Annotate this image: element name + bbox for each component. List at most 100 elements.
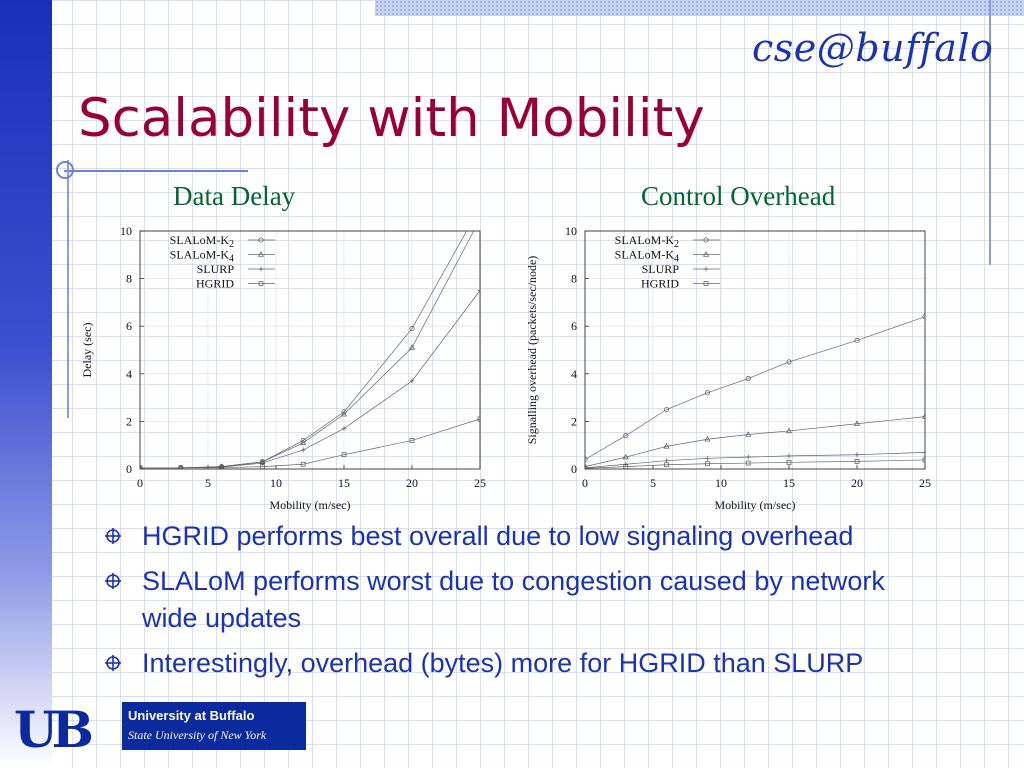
university-logo: UB University at Buffalo State Universit…: [14, 698, 314, 759]
data-point: [622, 453, 629, 460]
y-axis-label: Signalling overhead (packets/sec/node): [525, 256, 539, 445]
y-tick-label: 10: [120, 224, 132, 238]
x-tick-label: 15: [783, 476, 795, 490]
legend-label: SLALoM-K4: [170, 248, 234, 265]
left-accent-bar: [0, 0, 52, 768]
legend-marker: [703, 237, 709, 243]
data-point: [585, 456, 588, 463]
legend-marker: [703, 266, 709, 272]
title-underline: [64, 170, 248, 172]
data-point: [922, 457, 925, 463]
legend-label: SLURP: [197, 262, 235, 276]
legend-marker: [703, 251, 709, 257]
data-point: [585, 465, 588, 469]
plot-frame: [584, 230, 926, 470]
data-point: [854, 337, 860, 344]
bullet-item: HGRID performs best overall due to low s…: [100, 518, 900, 555]
data-point: [477, 416, 480, 422]
cse-buffalo-logo: cse@buffalo: [752, 26, 994, 70]
legend-marker: [258, 266, 264, 272]
x-tick-label: 5: [205, 476, 211, 490]
data-point: [745, 431, 752, 437]
data-point: [745, 460, 751, 466]
data-point: [623, 433, 629, 439]
data-point: [854, 420, 860, 426]
y-tick-label: 2: [571, 414, 577, 428]
series-line-hgrid: [585, 459, 925, 469]
bullet-text: SLALoM performs worst due to congestion …: [142, 566, 885, 633]
slide-title: Scalability with Mobility: [78, 88, 705, 149]
y-tick-label: 0: [571, 462, 577, 476]
legend-marker: [258, 251, 264, 257]
chart-title-control-overhead: Control Overhead: [641, 181, 836, 211]
data-point: [178, 464, 184, 469]
top-decorative-band: [375, 0, 1024, 16]
y-tick-label: 6: [571, 319, 577, 333]
data-point: [663, 443, 670, 449]
y-tick-label: 6: [126, 319, 132, 333]
y-tick-label: 4: [571, 367, 577, 381]
data-point: [786, 427, 792, 434]
x-tick-label: 10: [715, 476, 727, 490]
data-point: [300, 439, 307, 445]
y-tick-label: 2: [126, 414, 132, 428]
data-point: [300, 447, 306, 453]
legend-label: SLALoM-K4: [615, 248, 679, 265]
legend-marker: [258, 237, 264, 243]
data-point: [786, 459, 792, 465]
legend-label: SLALoM-K2: [170, 233, 234, 250]
data-point: [704, 435, 711, 442]
x-axis-label: Mobility (m/sec): [715, 498, 796, 512]
data-point: [664, 406, 670, 413]
data-point: [219, 465, 224, 469]
data-point: [300, 461, 306, 467]
data-point: [704, 390, 710, 396]
x-tick-label: 0: [582, 476, 588, 490]
crosshair-bullet-icon: [105, 573, 121, 589]
series-line-slalom-k4: [585, 416, 925, 467]
data-point: [341, 452, 347, 458]
data-point: [705, 455, 710, 461]
data-point: [409, 438, 415, 443]
legend-label: SLALoM-K2: [615, 233, 679, 250]
y-axis-label: Delay (sec): [80, 323, 94, 378]
x-tick-label: 20: [851, 476, 863, 490]
data-point: [786, 453, 792, 459]
right-divider-line: [989, 0, 991, 265]
x-tick-label: 5: [650, 476, 656, 490]
series-line-slurp: [585, 451, 925, 469]
data-point: [854, 452, 860, 458]
data-point: [140, 465, 143, 469]
data-point: [178, 465, 184, 469]
bullet-list: HGRID performs best overall due to low s…: [100, 518, 900, 690]
data-point: [922, 449, 925, 455]
data-point: [705, 461, 710, 467]
title-vertical-rule: [67, 160, 69, 418]
series-line-slurp: [140, 290, 480, 469]
data-point: [409, 344, 415, 350]
y-tick-label: 8: [571, 272, 577, 286]
y-tick-label: 8: [126, 272, 132, 286]
crosshair-bullet-icon: [105, 655, 121, 671]
plot-frame: [139, 230, 481, 470]
data-point: [664, 458, 669, 464]
university-name: University at Buffalo: [128, 708, 255, 723]
plot-area: [585, 314, 925, 469]
bullet-item: SLALoM performs worst due to congestion …: [100, 563, 900, 637]
series-line-hgrid: [140, 418, 480, 469]
bullet-text: HGRID performs best overall due to low s…: [142, 521, 854, 551]
data-delay-chart: 0 5 10 15 20 25 0 2 4 6 8 10 Mobility (m/sec) Delay (…: [80, 224, 486, 512]
data-point: [623, 461, 629, 467]
data-point: [786, 359, 792, 365]
x-tick-label: 10: [270, 476, 282, 490]
title-circle-ornament: [56, 161, 74, 179]
legend-marker: [703, 281, 709, 286]
y-tick-label: 0: [126, 462, 132, 476]
university-name-box: University at Buffalo State University o…: [122, 702, 306, 750]
university-subtitle: State University of New York: [128, 728, 267, 742]
data-point: [745, 454, 751, 460]
plot-area: [140, 231, 480, 469]
data-point: [585, 465, 588, 469]
data-point: [140, 464, 143, 469]
data-point: [341, 410, 347, 417]
